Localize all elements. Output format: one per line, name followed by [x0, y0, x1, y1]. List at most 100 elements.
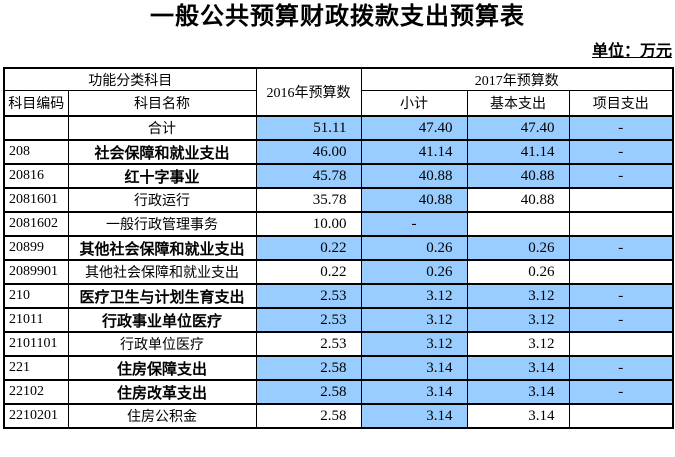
cell-2017-basic: 3.14 [466, 355, 570, 381]
cell-code: 20816 [3, 163, 69, 189]
table-row: 2101101 行政单位医疗 2.53 3.12 3.12 [3, 331, 674, 357]
cell-2017-basic [466, 211, 570, 237]
cell-2017-basic: 3.12 [466, 283, 570, 309]
cell-2017-subtotal: 3.12 [360, 283, 468, 309]
table-row: 210 医疗卫生与计划生育支出 2.53 3.12 3.12 - [3, 283, 674, 309]
cell-code: 2081601 [3, 187, 69, 213]
cell-2016-budget: 46.00 [255, 139, 362, 165]
header-2017-budget: 2017年预算数 [360, 67, 674, 91]
cell-2017-project [568, 331, 674, 357]
cell-2017-project: - [568, 355, 674, 381]
page-title: 一般公共预算财政拨款支出预算表 [150, 4, 525, 30]
cell-2017-subtotal: 41.14 [360, 139, 468, 165]
cell-code: 2210201 [3, 403, 69, 429]
cell-2017-basic: 3.12 [466, 307, 570, 333]
table-row: 208 社会保障和就业支出 46.00 41.14 41.14 - [3, 139, 674, 165]
cell-name: 住房公积金 [67, 403, 257, 429]
table-row: 2210201 住房公积金 2.58 3.14 3.14 [3, 403, 674, 429]
cell-2016-budget: 2.58 [255, 379, 362, 405]
cell-code [3, 115, 69, 141]
cell-code: 208 [3, 139, 69, 165]
cell-2017-basic: 3.14 [466, 379, 570, 405]
cell-2016-budget: 0.22 [255, 235, 362, 261]
cell-2017-basic: 3.12 [466, 331, 570, 357]
cell-code: 221 [3, 355, 69, 381]
header-function-category: 功能分类科目 [3, 67, 257, 91]
cell-2017-basic: 0.26 [466, 235, 570, 261]
cell-2017-subtotal: 47.40 [360, 115, 468, 141]
cell-2017-project [568, 403, 674, 429]
header-subject-code: 科目编码 [3, 90, 69, 117]
cell-2017-project [568, 259, 674, 285]
cell-code: 2101101 [3, 331, 69, 357]
cell-2017-project: - [568, 235, 674, 261]
table-row: 221 住房保障支出 2.58 3.14 3.14 - [3, 355, 674, 381]
cell-2017-basic: 40.88 [466, 163, 570, 189]
cell-name: 其他社会保障和就业支出 [67, 235, 257, 261]
cell-2017-subtotal: 3.12 [360, 307, 468, 333]
cell-2016-budget: 2.53 [255, 283, 362, 309]
header-subject-name: 科目名称 [67, 90, 257, 117]
table-row: 20816 红十字事业 45.78 40.88 40.88 - [3, 163, 674, 189]
cell-2017-basic: 0.26 [466, 259, 570, 285]
header-subtotal: 小计 [360, 90, 468, 117]
cell-2016-budget: 2.53 [255, 331, 362, 357]
cell-2016-budget: 2.53 [255, 307, 362, 333]
cell-2017-project: - [568, 163, 674, 189]
cell-2017-subtotal: 40.88 [360, 187, 468, 213]
cell-2016-budget: 45.78 [255, 163, 362, 189]
budget-table: 功能分类科目 2016年预算数 2017年预算数 科目编码 科目名称 小计 基本… [3, 67, 674, 429]
cell-name: 医疗卫生与计划生育支出 [67, 283, 257, 309]
header-basic-expenditure: 基本支出 [466, 90, 570, 117]
cell-2017-subtotal: 40.88 [360, 163, 468, 189]
cell-2017-subtotal: 3.14 [360, 403, 468, 429]
cell-2017-subtotal: 0.26 [360, 259, 468, 285]
cell-code: 20899 [3, 235, 69, 261]
table-row: 22102 住房改革支出 2.58 3.14 3.14 - [3, 379, 674, 405]
cell-2017-subtotal: 3.14 [360, 355, 468, 381]
header-project-expenditure: 项目支出 [568, 90, 674, 117]
cell-name: 行政事业单位医疗 [67, 307, 257, 333]
table-row: 20899 其他社会保障和就业支出 0.22 0.26 0.26 - [3, 235, 674, 261]
cell-2017-project: - [568, 379, 674, 405]
cell-2017-project [568, 187, 674, 213]
cell-2017-basic: 47.40 [466, 115, 570, 141]
cell-name: 其他社会保障和就业支出 [67, 259, 257, 285]
cell-2017-basic: 3.14 [466, 403, 570, 429]
header-row-2: 科目编码 科目名称 小计 基本支出 项目支出 [3, 90, 674, 117]
table-row: 2081602 一般行政管理事务 10.00 - [3, 211, 674, 237]
cell-2017-project: - [568, 283, 674, 309]
unit-label: 单位：万元 [591, 43, 672, 60]
cell-2016-budget: 2.58 [255, 403, 362, 429]
cell-2017-project: - [568, 139, 674, 165]
cell-name: 合计 [67, 115, 257, 141]
cell-2016-budget: 0.22 [255, 259, 362, 285]
cell-2016-budget: 2.58 [255, 355, 362, 381]
table-row: 21011 行政事业单位医疗 2.53 3.12 3.12 - [3, 307, 674, 333]
header-row-1: 功能分类科目 2016年预算数 2017年预算数 [3, 67, 674, 117]
cell-2017-subtotal: 0.26 [360, 235, 468, 261]
cell-name: 一般行政管理事务 [67, 211, 257, 237]
cell-name: 住房改革支出 [67, 379, 257, 405]
cell-2017-project: - [568, 307, 674, 333]
table-row: 2081601 行政运行 35.78 40.88 40.88 [3, 187, 674, 213]
cell-2017-basic: 40.88 [466, 187, 570, 213]
cell-name: 住房保障支出 [67, 355, 257, 381]
cell-name: 行政单位医疗 [67, 331, 257, 357]
cell-code: 22102 [3, 379, 69, 405]
cell-2017-project [568, 211, 674, 237]
cell-2017-subtotal: 3.14 [360, 379, 468, 405]
cell-name: 社会保障和就业支出 [67, 139, 257, 165]
table-row: 2089901 其他社会保障和就业支出 0.22 0.26 0.26 [3, 259, 674, 285]
cell-2017-subtotal: - [360, 211, 468, 237]
cell-2017-basic: 41.14 [466, 139, 570, 165]
header-2016-budget: 2016年预算数 [255, 67, 362, 117]
cell-code: 2089901 [3, 259, 69, 285]
cell-name: 行政运行 [67, 187, 257, 213]
cell-2016-budget: 10.00 [255, 211, 362, 237]
cell-2016-budget: 51.11 [255, 115, 362, 141]
cell-2017-subtotal: 3.12 [360, 331, 468, 357]
cell-2017-project: - [568, 115, 674, 141]
cell-code: 210 [3, 283, 69, 309]
cell-2016-budget: 35.78 [255, 187, 362, 213]
